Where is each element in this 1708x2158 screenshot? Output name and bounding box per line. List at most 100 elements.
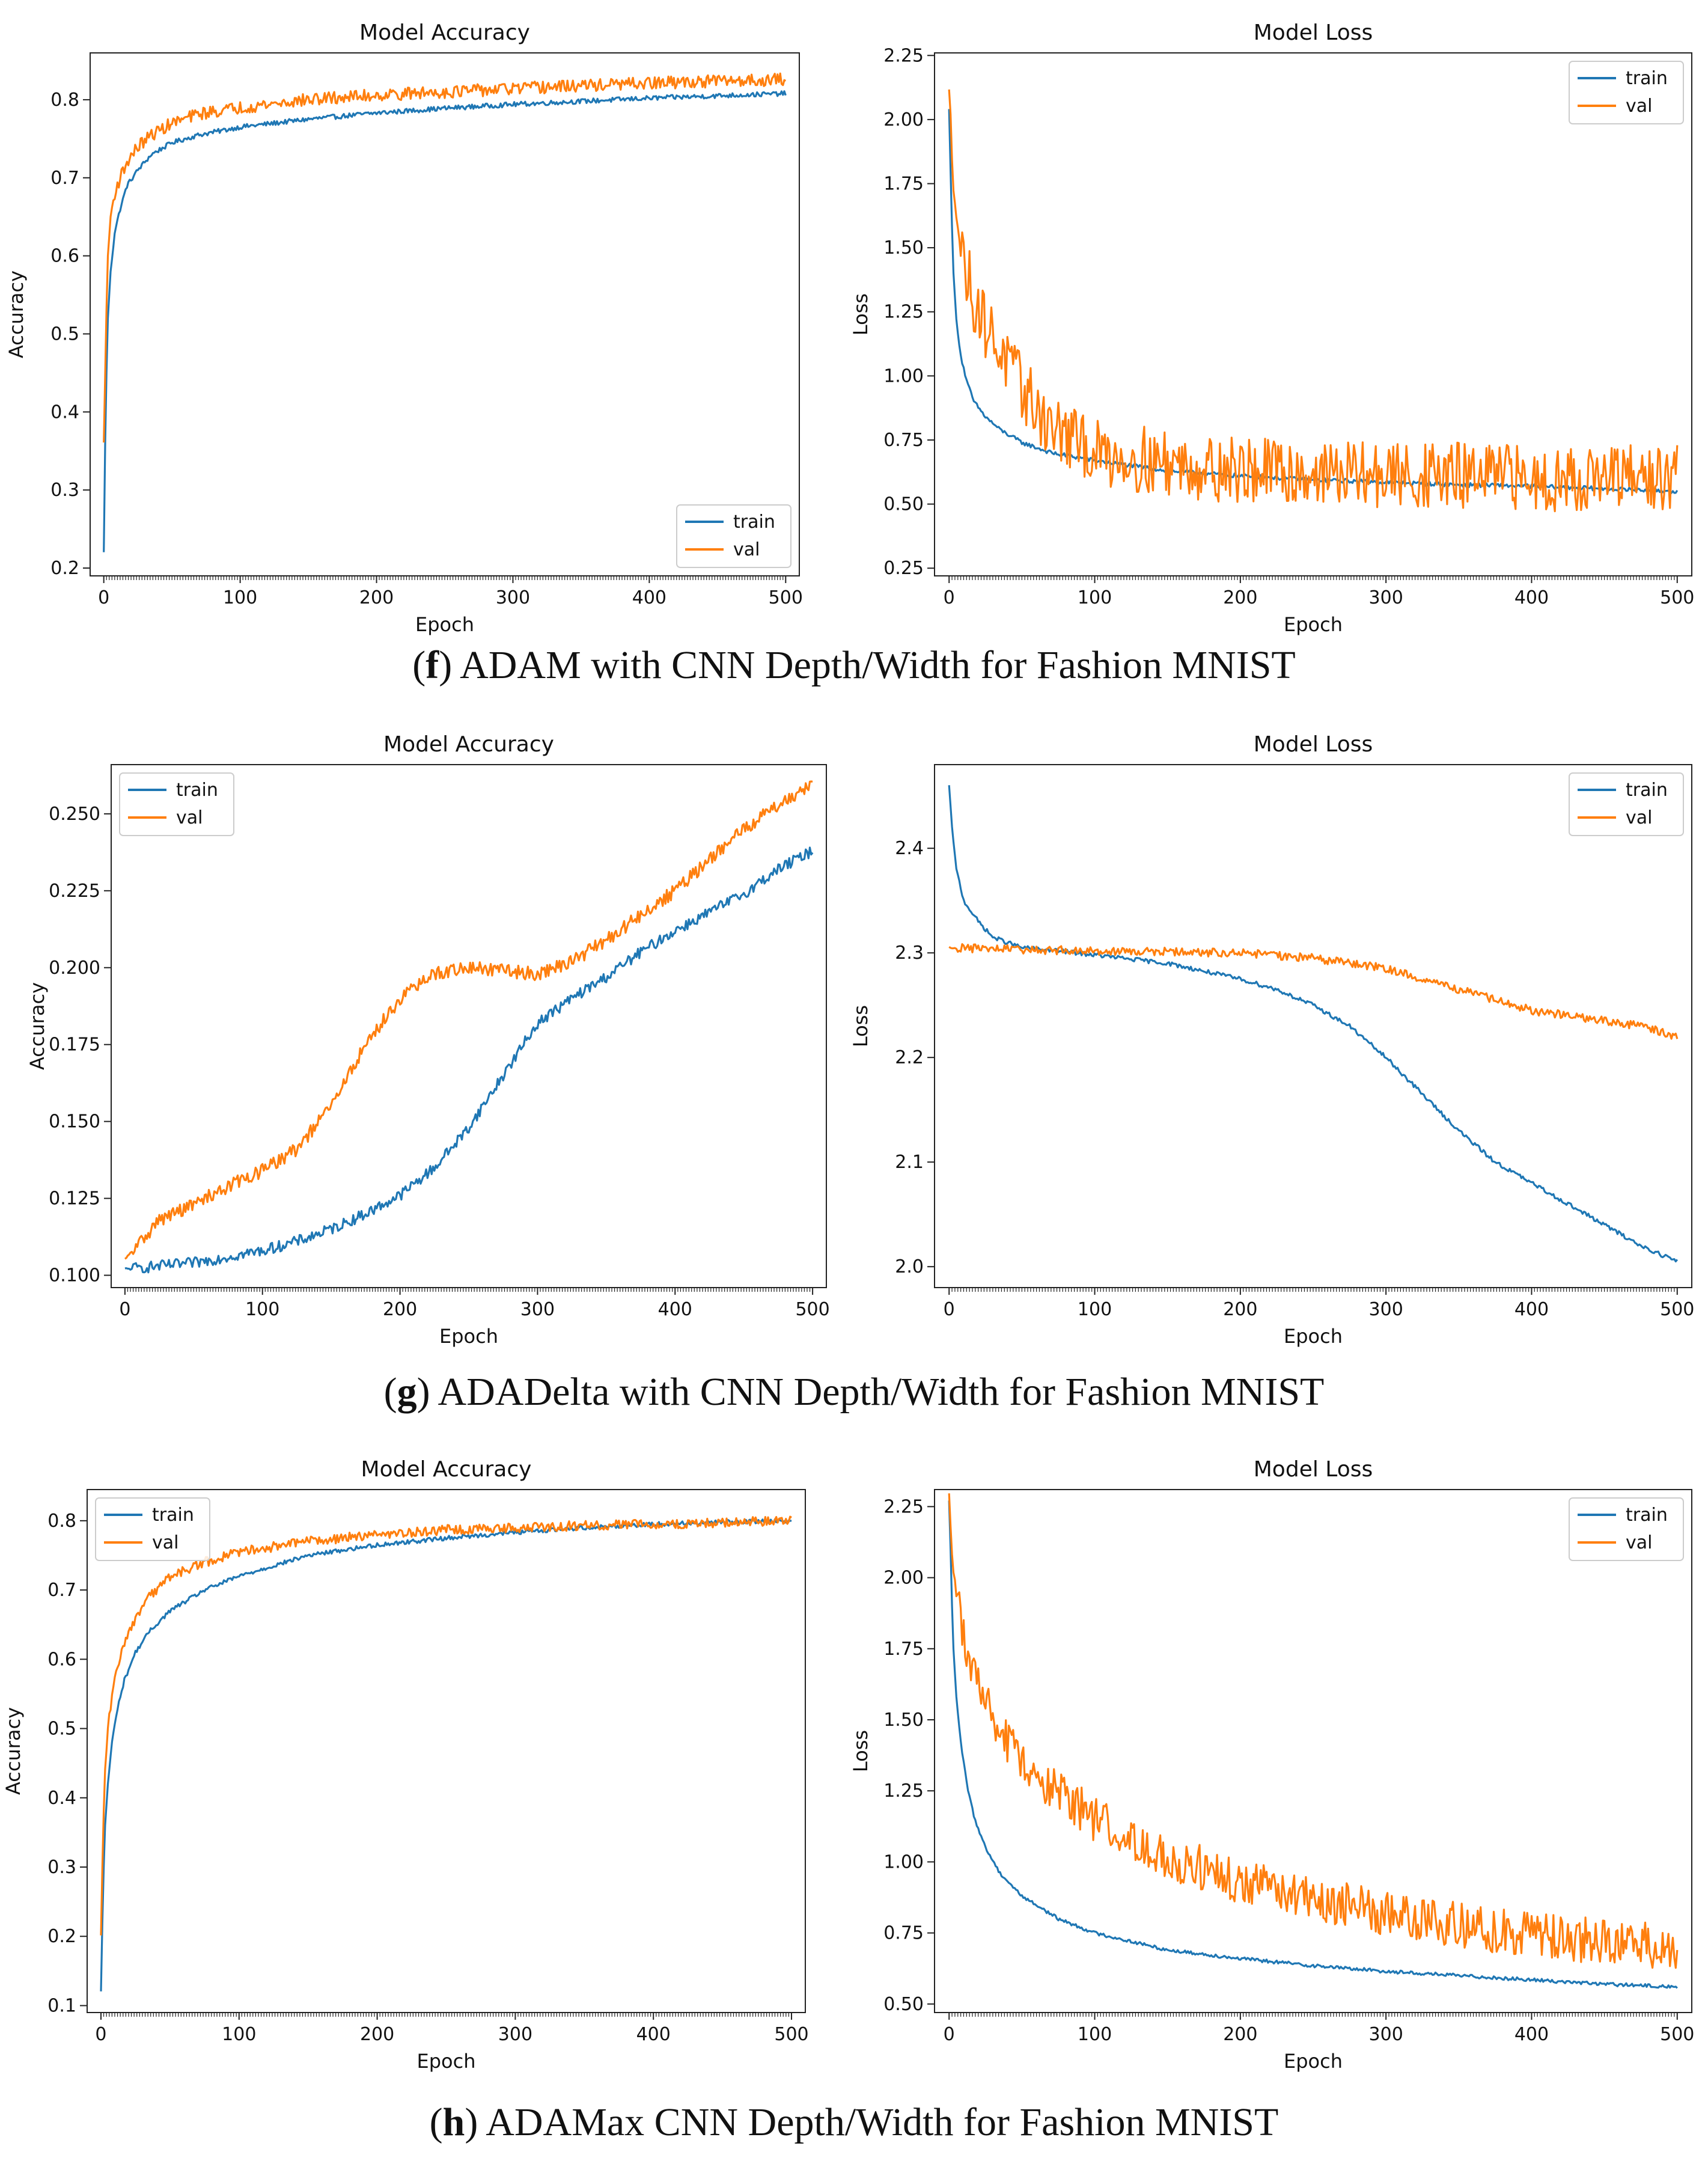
legend-label-val: val [1626, 1532, 1652, 1553]
series-line-train [948, 109, 1679, 494]
figure-caption: (f) ADAM with CNN Depth/Width for Fashio… [412, 643, 1295, 687]
x-tick-label: 200 [1223, 1299, 1257, 1320]
x-tick-label: 400 [1514, 1299, 1549, 1320]
y-axis-label: Loss [849, 1005, 872, 1047]
y-tick-label: 0.150 [49, 1111, 100, 1132]
caption-open-paren: ( [384, 1370, 397, 1414]
legend-label-val: val [176, 807, 203, 828]
y-tick-label: 0.200 [49, 958, 100, 979]
y-axis-label: Loss [849, 1730, 872, 1772]
x-axis-label: Epoch [417, 2050, 476, 2073]
series-line-train [124, 846, 814, 1274]
series-line-train [948, 785, 1679, 1263]
x-tick-label: 0 [944, 2024, 955, 2045]
y-tick-label: 0.7 [47, 1580, 76, 1601]
chart-panel-5: Model Accuracy 0 100 200 300 400 500 0.1 0.2 0.3 0… [2, 1457, 809, 2073]
y-tick-label: 0.25 [883, 558, 924, 579]
y-tick-label: 0.250 [49, 804, 100, 825]
x-tick-label: 100 [1078, 587, 1112, 608]
x-tick-label: 500 [1660, 1299, 1694, 1320]
chart-panel-1: Model Accuracy 0 100 200 300 400 500 0.2 0.3 0.4 0… [5, 20, 803, 636]
y-tick-label: 0.7 [50, 168, 79, 189]
caption-letter: h [443, 2100, 465, 2144]
legend-label-val: val [1626, 807, 1652, 828]
x-tick-label: 400 [1514, 587, 1549, 608]
legend: train val [95, 1497, 210, 1561]
legend-label-val: val [152, 1532, 178, 1553]
y-tick-label: 2.25 [883, 45, 924, 66]
y-tick-label: 2.3 [895, 943, 924, 964]
x-tick-label: 0 [95, 2024, 106, 2045]
y-tick-label: 0.4 [47, 1788, 76, 1809]
x-axis-label: Epoch [1284, 1325, 1343, 1348]
series-line-val [948, 943, 1679, 1040]
legend-label-train: train [152, 1505, 194, 1526]
series-line-val [103, 72, 787, 443]
y-tick-label: 1.25 [883, 302, 924, 323]
caption-open-paren: ( [430, 2100, 443, 2144]
caption-close-paren: ) [417, 1370, 430, 1414]
y-tick-label: 1.00 [883, 365, 924, 387]
caption-letter: g [397, 1370, 417, 1414]
x-axis-label: Epoch [1284, 613, 1343, 636]
x-tick-label: 100 [1078, 1299, 1112, 1320]
x-tick-label: 200 [1223, 2024, 1257, 2045]
x-tick-label: 200 [1223, 587, 1257, 608]
legend-label-train: train [733, 512, 775, 533]
caption-close-paren: ) [439, 643, 452, 687]
y-tick-label: 2.25 [883, 1496, 924, 1517]
y-tick-label: 0.225 [49, 881, 100, 902]
y-tick-label: 0.6 [50, 246, 79, 267]
x-tick-label: 200 [359, 587, 394, 608]
chart-panel-4: Model Loss 0 100 200 300 400 500 2.0 2.1 2.2 2.3 2.… [849, 732, 1694, 1348]
x-tick-label: 500 [774, 2024, 808, 2045]
figure-caption: (g) ADADelta with CNN Depth/Width for Fa… [384, 1370, 1325, 1414]
chart-title: Model Accuracy [359, 20, 530, 45]
caption-text: ADAMax CNN Depth/Width for Fashion MNIST [478, 2100, 1278, 2144]
x-tick-label: 500 [1660, 2024, 1694, 2045]
y-tick-label: 0.3 [50, 480, 79, 501]
y-tick-label: 0.6 [47, 1649, 76, 1670]
x-axis-label: Epoch [439, 1325, 498, 1348]
y-tick-label: 1.00 [883, 1851, 924, 1872]
chart-panel-2: Model Loss 0 100 200 300 400 500 0.25 0.50 0.75 1.… [849, 20, 1694, 636]
y-tick-label: 0.2 [50, 558, 79, 579]
y-tick-label: 0.2 [47, 1926, 76, 1947]
plot-frame [87, 1489, 806, 2013]
x-tick-label: 400 [1514, 2024, 1549, 2045]
x-tick-label: 500 [769, 587, 803, 608]
x-tick-label: 100 [1078, 2024, 1112, 2045]
x-tick-label: 400 [636, 2024, 671, 2045]
y-tick-label: 0.50 [883, 1994, 924, 2015]
y-tick-label: 1.25 [883, 1781, 924, 1802]
caption-text: ADAM with CNN Depth/Width for Fashion MN… [452, 643, 1296, 687]
y-tick-label: 2.1 [895, 1152, 924, 1173]
legend: train val [1569, 772, 1684, 836]
legend: train val [676, 504, 791, 568]
series-line-train [103, 90, 787, 552]
y-tick-label: 2.4 [895, 838, 924, 859]
series-line-val [100, 1515, 792, 1936]
x-tick-label: 100 [223, 587, 257, 608]
y-tick-label: 0.4 [50, 402, 79, 423]
y-tick-label: 0.5 [50, 323, 79, 344]
x-tick-label: 300 [498, 2024, 532, 2045]
x-tick-label: 300 [1369, 1299, 1403, 1320]
caption-text: ADADelta with CNN Depth/Width for Fashio… [430, 1370, 1325, 1414]
y-tick-label: 0.125 [49, 1188, 100, 1209]
chart-title: Model Loss [1254, 1457, 1373, 1482]
x-axis-label: Epoch [1284, 2050, 1343, 2073]
y-tick-label: 0.8 [50, 90, 79, 111]
x-tick-label: 300 [496, 587, 530, 608]
y-tick-label: 0.3 [47, 1857, 76, 1878]
series-line-val [124, 780, 813, 1260]
chart-panel-6: Model Loss 0 100 200 300 400 500 0.50 0.75 1.00 1.… [849, 1457, 1694, 2073]
legend: train val [119, 772, 234, 836]
x-tick-label: 300 [1369, 587, 1403, 608]
x-tick-label: 300 [520, 1299, 555, 1320]
caption-open-paren: ( [412, 643, 425, 687]
legend-label-train: train [1626, 780, 1668, 801]
caption-close-paren: ) [465, 2100, 478, 2144]
y-axis-label: Accuracy [2, 1707, 25, 1795]
